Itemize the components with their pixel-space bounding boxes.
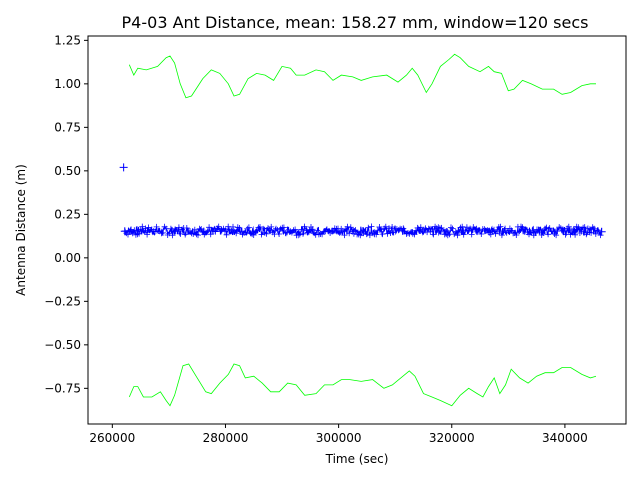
- plot-frame: [87, 35, 627, 425]
- x-tick-label: 260000: [89, 431, 135, 445]
- x-axis-ticks: 260000 280000 300000 320000 340000: [89, 424, 588, 445]
- y-tick-label: 0.25: [54, 207, 81, 221]
- data-point: [120, 227, 129, 236]
- x-tick-label: 280000: [203, 431, 249, 445]
- y-axis-ticks: −0.75 −0.50 −0.25 0.00 0.25 0.50 0.75 1.00 1.25: [44, 33, 88, 395]
- y-tick-label: 0.50: [54, 164, 81, 178]
- bound-line: [128, 363, 597, 407]
- y-tick-label: 1.00: [54, 77, 81, 91]
- y-axis-label: Antenna Distance (m): [14, 164, 28, 296]
- data-point: [119, 163, 128, 172]
- y-tick-label: 0.75: [54, 120, 81, 134]
- y-tick-label: 0.00: [54, 251, 81, 265]
- bound-line: [128, 53, 596, 99]
- series-layer: [119, 53, 606, 407]
- y-tick-label: 1.25: [54, 33, 81, 47]
- y-tick-label: −0.50: [44, 338, 81, 352]
- x-tick-label: 300000: [316, 431, 362, 445]
- data-point: [597, 227, 606, 236]
- y-tick-label: −0.25: [44, 294, 81, 308]
- x-tick-label: 340000: [542, 431, 588, 445]
- x-tick-label: 320000: [429, 431, 475, 445]
- x-axis-label: Time (sec): [325, 452, 389, 466]
- y-tick-label: −0.75: [44, 381, 81, 395]
- chart-title: P4-03 Ant Distance, mean: 158.27 mm, win…: [122, 13, 589, 32]
